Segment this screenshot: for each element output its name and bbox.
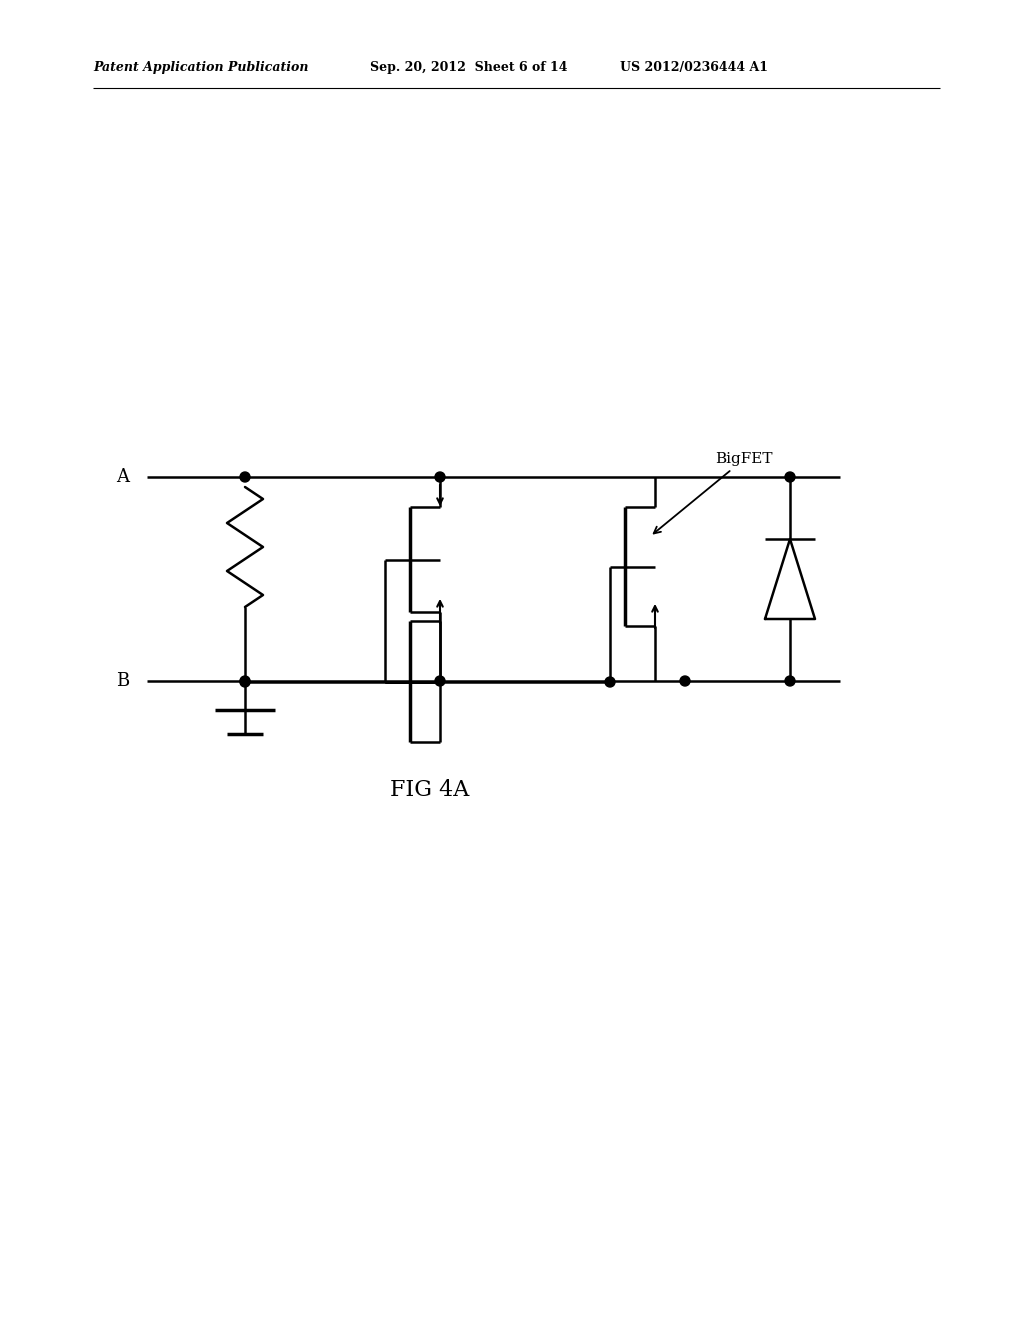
Circle shape — [680, 676, 690, 686]
Circle shape — [605, 677, 615, 686]
Text: B: B — [116, 672, 129, 690]
Circle shape — [785, 473, 795, 482]
Circle shape — [785, 676, 795, 686]
Text: A: A — [116, 469, 129, 486]
Text: Patent Application Publication: Patent Application Publication — [93, 62, 308, 74]
Circle shape — [240, 473, 250, 482]
Text: FIG 4A: FIG 4A — [390, 779, 470, 801]
Circle shape — [435, 676, 445, 686]
Text: BigFET: BigFET — [653, 453, 772, 533]
Text: Sep. 20, 2012  Sheet 6 of 14: Sep. 20, 2012 Sheet 6 of 14 — [370, 62, 567, 74]
Text: US 2012/0236444 A1: US 2012/0236444 A1 — [620, 62, 768, 74]
Circle shape — [240, 676, 250, 686]
Circle shape — [435, 473, 445, 482]
Circle shape — [240, 677, 250, 686]
